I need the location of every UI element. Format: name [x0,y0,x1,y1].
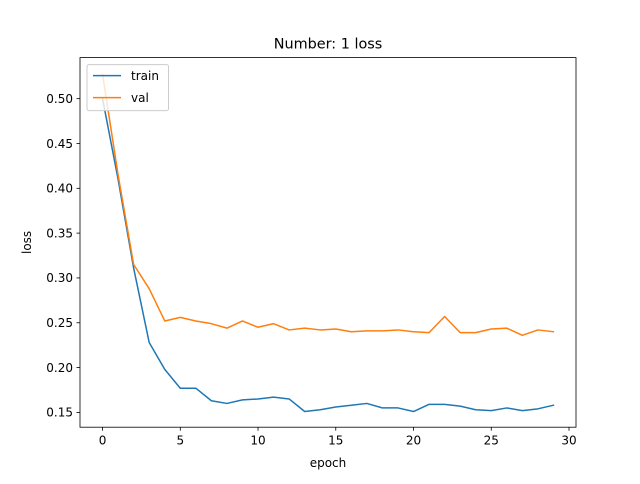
ticks-layer: 0 5 10 15 20 25 30 0.15 0.20 0.25 0.30 0.35 0.40 0.45… [46,92,576,448]
y-tick-label: 0.40 [46,182,73,196]
x-tick-label: 5 [176,434,184,448]
y-tick-label: 0.25 [46,316,73,330]
lines-layer [101,73,555,413]
y-tick-label: 0.35 [46,226,73,240]
y-tick-label: 0.45 [46,137,73,151]
x-axis-label: epoch [310,456,347,470]
x-tick-label: 25 [484,434,499,448]
series-line-val [101,73,555,337]
y-tick-label: 0.15 [46,406,73,420]
x-tick-label: 0 [99,434,107,448]
legend: train val [86,64,169,112]
y-axis-label: loss [20,231,34,254]
y-tick-label: 0.50 [46,92,73,106]
chart-title: Number: 1 loss [274,37,383,53]
legend-label-val: val [131,91,149,105]
legend-label-train: train [131,69,159,83]
plot-frame [79,57,577,428]
y-tick-label: 0.20 [46,361,73,375]
x-tick-label: 10 [250,434,265,448]
series-line-train [101,97,555,413]
y-tick-label: 0.30 [46,271,73,285]
x-tick-label: 20 [406,434,421,448]
x-tick-label: 30 [561,434,576,448]
x-tick-label: 15 [328,434,343,448]
